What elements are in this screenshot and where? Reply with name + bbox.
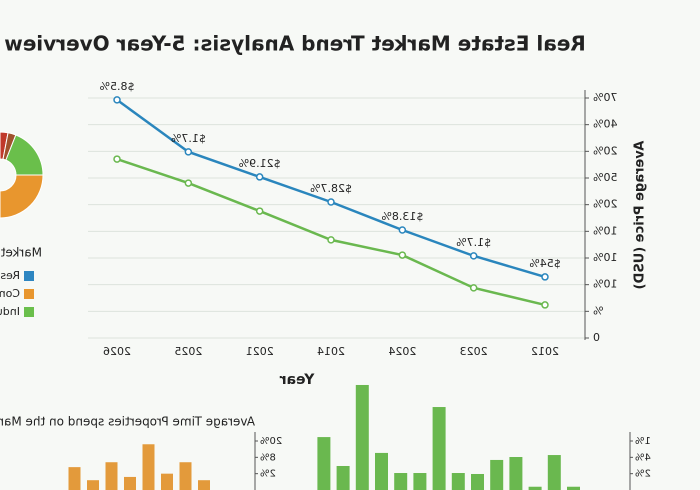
y-tick-label: 10% [593, 278, 617, 291]
bar [509, 457, 523, 490]
point [113, 96, 121, 104]
y-tick-label: 2% [260, 469, 276, 480]
y-tick-label: 8% [260, 452, 276, 463]
y-tick-label: 1% [635, 436, 651, 447]
y-tick-label: 20% [260, 436, 282, 447]
data-label: $8.5% [100, 80, 135, 93]
point [398, 226, 407, 234]
legend-swatch [24, 289, 34, 299]
legend-swatch [24, 271, 34, 281]
point [327, 198, 335, 206]
y-tick-label: 20% [593, 144, 617, 157]
y-axis-label: Average Price (USD) [633, 141, 648, 290]
x-axis-label: Year [280, 372, 316, 388]
point [398, 251, 407, 259]
y-tick-label: 70% [593, 91, 617, 104]
bar [432, 407, 446, 490]
chart-title: Real Estate Market Trend Analysis: 5-Yea… [4, 32, 585, 56]
data-label: $28.7% [310, 182, 352, 195]
point [469, 284, 478, 292]
x-tick-label: 2012 [531, 345, 559, 358]
bar [471, 473, 484, 490]
bar [124, 476, 136, 490]
x-tick-label: 2026 [103, 345, 131, 358]
x-tick-label: 2024 [388, 345, 416, 358]
point [469, 252, 478, 260]
y-tick-label: 40% [593, 118, 617, 131]
legend-label: Resi [0, 269, 20, 282]
legend-label: Indu [0, 305, 20, 318]
mirrored-canvas: Real Estate Market Trend Analysis: 5-Yea… [0, 32, 651, 490]
data-label: $21.9% [239, 157, 281, 170]
legend-swatch [24, 307, 34, 317]
x-tick-label: 2021 [246, 345, 274, 358]
point [541, 301, 549, 309]
bar [451, 473, 465, 490]
y-tick-label: % [593, 304, 603, 317]
bar [198, 480, 210, 490]
bar [161, 473, 173, 490]
bar [375, 452, 388, 490]
bar [547, 455, 561, 490]
y-tick-label: 10% [593, 251, 617, 264]
y-tick-label: 50% [593, 171, 617, 184]
point [255, 173, 264, 181]
bar [105, 462, 118, 490]
y-tick-label: 0 [593, 331, 600, 344]
data-label: $1.7% [171, 132, 206, 145]
point [255, 207, 264, 215]
point [113, 155, 121, 163]
x-tick-label: 2014 [317, 345, 345, 358]
data-label: $1.7% [456, 236, 491, 249]
bar [87, 480, 99, 490]
x-tick-label: 2023 [460, 345, 488, 358]
legend-title: Market [0, 246, 42, 260]
bar [394, 473, 408, 490]
x-tick-label: 2025 [174, 345, 202, 358]
y-tick-label: 4% [635, 452, 651, 463]
point [184, 148, 193, 156]
bar [490, 459, 504, 490]
bar [68, 467, 81, 490]
bar [142, 444, 155, 490]
legend-label: Com [0, 287, 20, 300]
bar [355, 384, 369, 490]
data-label: $54% [529, 257, 560, 270]
point [184, 179, 193, 187]
point [541, 273, 549, 281]
bar [317, 437, 331, 490]
y-tick-label: 10% [593, 224, 617, 237]
bar-chart-title: Average Time Properties spend on the Mar… [0, 415, 255, 429]
bar [179, 462, 192, 490]
bar [413, 473, 427, 490]
point [327, 236, 335, 244]
y-tick-label: 20% [593, 198, 617, 211]
data-label: $13.8% [381, 210, 423, 223]
bar [336, 465, 350, 490]
pie-slice [0, 174, 44, 219]
bar [567, 486, 580, 490]
bar [528, 486, 542, 490]
y-tick-label: 2% [635, 469, 651, 480]
